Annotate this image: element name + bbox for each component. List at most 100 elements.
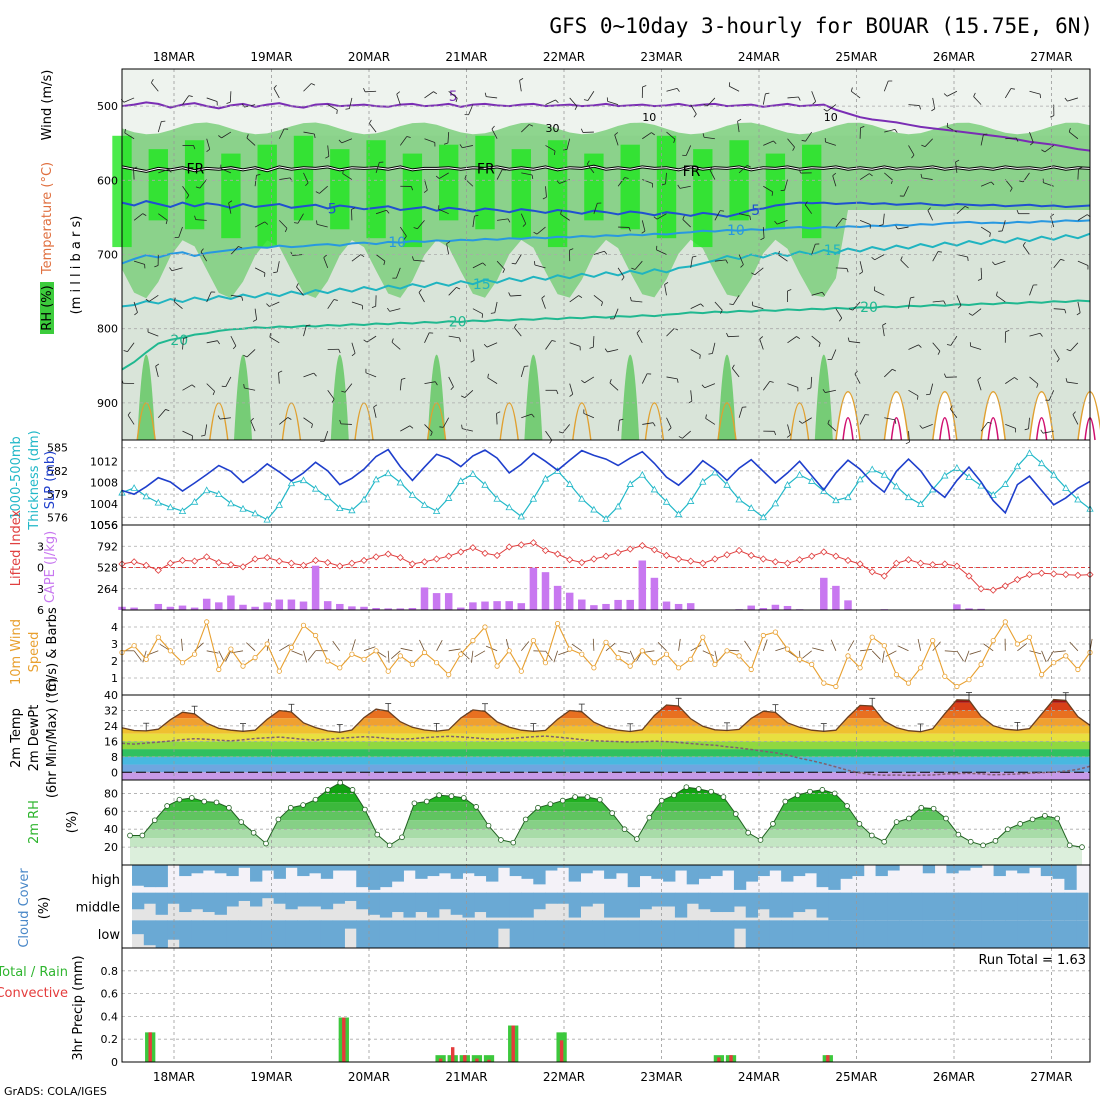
thickness-marker <box>142 492 150 500</box>
cloud-cell <box>497 920 511 929</box>
wind-barb-flag <box>1009 187 1013 192</box>
wind-speed-marker <box>530 637 537 644</box>
wind-ytick: 4 <box>111 621 118 634</box>
wind-barb-flag <box>977 278 982 281</box>
wind-speed-marker <box>1026 634 1033 640</box>
thickness-marker <box>904 493 913 501</box>
wind-barb <box>690 256 693 268</box>
wind-barb-flag <box>652 422 656 427</box>
wind-barb <box>246 349 256 358</box>
cloud-cell <box>415 865 428 879</box>
wind-barb <box>1029 90 1041 95</box>
cloud-cell <box>226 865 239 877</box>
isotherm-line <box>121 101 1091 152</box>
wind-barb-flag <box>709 166 713 171</box>
wind-barb-flag <box>973 92 976 97</box>
cloud-cell <box>297 892 310 907</box>
thickness-marker <box>844 493 852 501</box>
wind-barb-flag <box>554 150 556 155</box>
warm-contour <box>835 391 861 441</box>
rh-saturated-cell <box>765 153 786 230</box>
wind-barb <box>980 181 992 187</box>
isotherm-label: 15 <box>473 277 491 293</box>
wind-barb-flag <box>278 370 283 373</box>
wind-barb-flag <box>1064 97 1068 102</box>
cloud-cell <box>757 920 770 948</box>
wind-barb-flag <box>243 354 248 358</box>
wind-barb-flag <box>325 156 330 159</box>
cloud-cell <box>580 920 593 948</box>
wind-barb <box>464 389 474 398</box>
wind-speed-marker <box>264 641 270 647</box>
cape-bar <box>832 585 840 610</box>
rh-marker <box>955 831 962 838</box>
rh-marker <box>226 804 232 811</box>
wind-barb-flag <box>604 348 608 353</box>
cloud-cell <box>910 920 924 948</box>
cloud-cell <box>556 865 570 868</box>
wind-barb-flag <box>955 159 960 163</box>
rh-convective-plume <box>234 354 252 440</box>
rh-convective-plume <box>718 354 736 440</box>
wind-barb <box>472 349 475 361</box>
wind-barb-flag <box>460 395 465 399</box>
wind-barb <box>665 172 667 184</box>
wind-barb-flag <box>435 175 440 179</box>
wind-speed-marker <box>179 660 186 666</box>
wind-barb <box>510 294 522 297</box>
wind-barb-flag <box>142 213 147 216</box>
wind-barb <box>884 172 893 181</box>
thickness-marker <box>674 510 683 518</box>
cloud-cell <box>604 892 617 918</box>
cape-bar <box>360 606 368 610</box>
cloud-cell <box>804 892 818 910</box>
thickness-ytick: 582 <box>47 465 68 478</box>
wind-barb-flag <box>1056 358 1060 363</box>
wind-barb <box>859 261 863 272</box>
wind-barb <box>448 90 458 99</box>
cape-bar <box>287 599 296 610</box>
wind-speed-marker <box>712 661 718 668</box>
rh-marker <box>164 803 170 809</box>
bottom-date-axis: 18MAR 19MAR 20MAR 21MAR 22MAR 23MAR 24MAR 25MAR… <box>153 1070 1073 1084</box>
wind-barb <box>446 243 450 255</box>
bottom-date-label: 22MAR <box>543 1070 585 1084</box>
wind-barb <box>759 338 764 350</box>
wind-barb <box>703 136 715 140</box>
wind-barb-flag <box>676 88 680 92</box>
li-ytick: 6 <box>37 604 44 617</box>
surface-wind-barb <box>775 646 787 652</box>
wind-speed-marker <box>736 653 742 659</box>
wind-barb <box>250 420 256 432</box>
lifted-index-marker <box>396 554 404 562</box>
cloud-cell <box>155 892 168 915</box>
rh-saturated-cell <box>693 149 713 248</box>
cloud-cell <box>828 920 841 948</box>
wind-barb <box>496 169 503 180</box>
wind-barb <box>908 389 919 397</box>
cape-bar <box>336 603 344 610</box>
rh-marker <box>733 811 739 817</box>
cape-bar <box>662 601 671 610</box>
wind-barb <box>133 213 144 221</box>
rh-marker <box>646 814 653 821</box>
top-date-label: 26MAR <box>933 50 975 64</box>
wind-barb-flag <box>1010 88 1015 90</box>
lifted-index-marker <box>433 555 441 563</box>
lifted-index-marker <box>227 561 235 569</box>
top-date-label: 25MAR <box>835 50 877 64</box>
cloud-cell <box>344 892 357 901</box>
hot-contour <box>939 416 951 441</box>
cloud-cell <box>922 892 936 921</box>
rh-saturated-cell <box>547 140 568 248</box>
thickness-marker <box>227 499 235 507</box>
wind-barb <box>472 308 483 315</box>
surface-wind-barb <box>133 650 142 661</box>
cloud-cell <box>486 892 499 918</box>
wind-barb-flag <box>1005 330 1010 333</box>
cloud-cell <box>379 892 393 918</box>
wind-barb-flag <box>386 307 390 312</box>
thickness-marker <box>808 477 816 484</box>
cloud-cell <box>816 920 829 948</box>
cloud-cell <box>250 865 263 882</box>
